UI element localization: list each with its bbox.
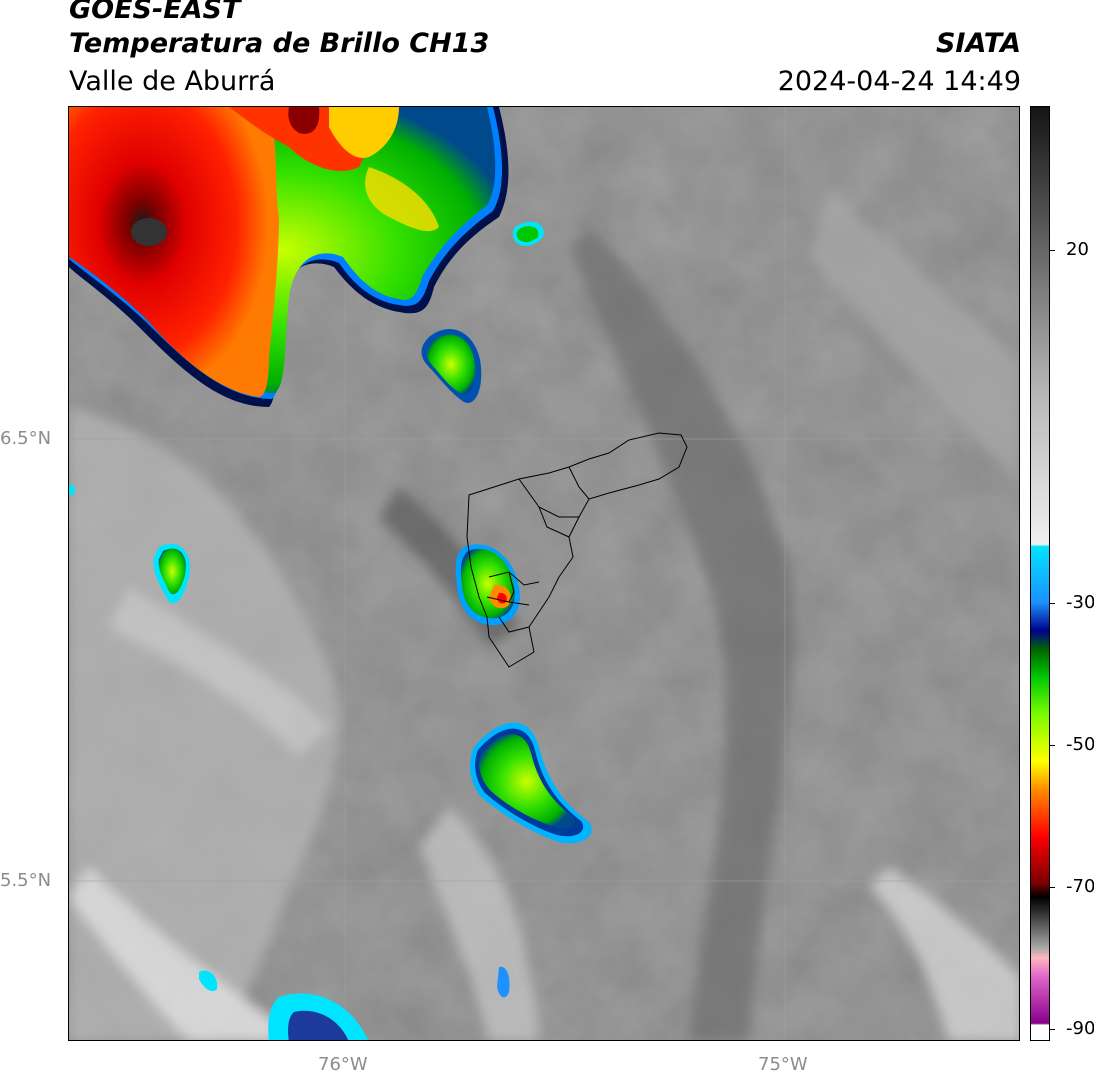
- colorbar-tick: [1050, 887, 1055, 888]
- lon-tick-label: 75°W: [758, 1054, 808, 1075]
- valley-boundaries: [466, 432, 688, 668]
- agency-label: SIATA: [935, 28, 1021, 59]
- colorbar-label: 20: [1066, 239, 1089, 260]
- datetime-label: 2024-04-24 14:49: [777, 66, 1021, 97]
- colorbar-label: -30: [1066, 592, 1094, 613]
- colorbar-tick: [1050, 250, 1055, 251]
- product-title: Temperatura de Brillo CH13: [69, 28, 490, 59]
- brightness-temperature-map: [68, 106, 1020, 1041]
- colorbar: [1030, 106, 1050, 1041]
- storm-cells: [69, 221, 592, 1040]
- colorbar-label: -50: [1066, 734, 1094, 755]
- region-subtitle: Valle de Aburrá: [69, 66, 276, 97]
- colorbar-label: -90: [1066, 1018, 1094, 1039]
- lon-tick-label: 76°W: [318, 1054, 368, 1075]
- lat-tick-label: 6.5°N: [0, 428, 52, 449]
- colorbar-gradient: [1031, 107, 1049, 1040]
- lat-tick-label: 5.5°N: [0, 870, 52, 891]
- map-canvas: [69, 107, 1019, 1040]
- colorbar-tick: [1050, 1029, 1055, 1030]
- colorbar-tick: [1050, 745, 1055, 746]
- satellite-title: GOES-EAST: [69, 0, 241, 25]
- storm-northwest: [69, 107, 509, 407]
- colorbar-tick: [1050, 603, 1055, 604]
- colorbar-label: -70: [1066, 876, 1094, 897]
